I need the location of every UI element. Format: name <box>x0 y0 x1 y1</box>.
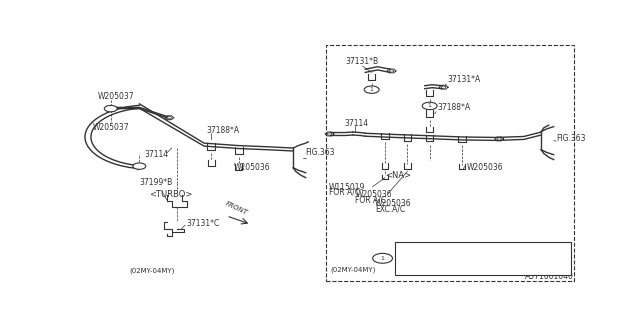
Text: <04MY0311-           >: <04MY0311- > <box>429 264 506 270</box>
Text: W205036: W205036 <box>355 190 392 199</box>
Text: 37188*A: 37188*A <box>207 125 239 134</box>
Text: FIG.363: FIG.363 <box>306 148 335 157</box>
Text: <02MY0009-04MY0310>: <02MY0009-04MY0310> <box>429 248 518 254</box>
Text: 37131*B: 37131*B <box>346 57 378 66</box>
Text: FRONT: FRONT <box>224 200 248 216</box>
Circle shape <box>104 105 117 112</box>
Text: <TURBO>: <TURBO> <box>150 190 193 199</box>
Text: (02MY-04MY): (02MY-04MY) <box>129 268 175 274</box>
Text: 37199*B: 37199*B <box>140 178 173 187</box>
Text: 37131*A: 37131*A <box>447 75 480 84</box>
Text: 37188*A: 37188*A <box>437 103 470 112</box>
Circle shape <box>364 86 379 93</box>
Circle shape <box>372 253 392 263</box>
Text: FOR A/C: FOR A/C <box>355 195 387 204</box>
Circle shape <box>327 133 332 135</box>
Text: 1: 1 <box>381 256 385 261</box>
Text: W115019: W115019 <box>329 183 365 192</box>
Circle shape <box>442 86 446 88</box>
Text: <NA>: <NA> <box>385 171 411 180</box>
Circle shape <box>497 138 501 140</box>
Text: FOR A/C: FOR A/C <box>329 188 360 197</box>
Bar <box>395 242 571 275</box>
Text: 0104S: 0104S <box>397 264 419 270</box>
Text: W205036: W205036 <box>234 163 270 172</box>
Circle shape <box>389 70 394 72</box>
Text: 37114: 37114 <box>344 119 369 128</box>
Text: W205037: W205037 <box>92 123 129 132</box>
Bar <box>326 44 573 281</box>
Text: 1: 1 <box>428 103 431 108</box>
Text: W205036: W205036 <box>375 199 412 208</box>
Text: 1: 1 <box>370 87 374 92</box>
Text: 37131*C: 37131*C <box>187 219 220 228</box>
Text: FIG.363: FIG.363 <box>556 134 586 143</box>
Text: (02MY-04MY): (02MY-04MY) <box>330 266 376 273</box>
Circle shape <box>133 163 146 169</box>
Text: A50635: A50635 <box>397 248 424 254</box>
Text: W205036: W205036 <box>467 163 504 172</box>
Text: 37114: 37114 <box>145 150 168 159</box>
Circle shape <box>167 116 172 119</box>
Text: EXC.A/C: EXC.A/C <box>375 204 405 213</box>
Text: A371001040: A371001040 <box>525 272 573 281</box>
Text: W205037: W205037 <box>97 92 134 101</box>
Circle shape <box>422 102 437 110</box>
